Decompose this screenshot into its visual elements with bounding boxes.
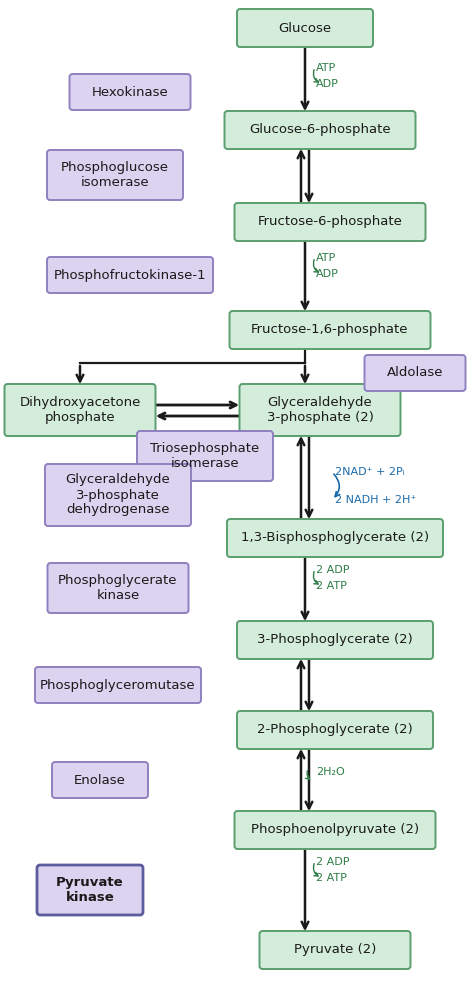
FancyBboxPatch shape	[37, 865, 143, 915]
Text: Phosphoenolpyruvate (2): Phosphoenolpyruvate (2)	[251, 823, 419, 837]
Text: Pyruvate
kinase: Pyruvate kinase	[56, 876, 124, 904]
FancyBboxPatch shape	[225, 111, 416, 149]
FancyBboxPatch shape	[70, 74, 191, 110]
Text: Dihydroxyacetone
phosphate: Dihydroxyacetone phosphate	[19, 396, 141, 424]
Text: 3-Phosphoglycerate (2): 3-Phosphoglycerate (2)	[257, 633, 413, 646]
Text: 2 ATP: 2 ATP	[316, 873, 347, 883]
FancyBboxPatch shape	[227, 519, 443, 557]
Text: ATP: ATP	[316, 63, 336, 73]
FancyBboxPatch shape	[52, 762, 148, 798]
Text: Pyruvate (2): Pyruvate (2)	[294, 943, 376, 956]
Text: 2 ATP: 2 ATP	[316, 581, 347, 591]
FancyBboxPatch shape	[239, 384, 401, 436]
Text: 2 NADH + 2H⁺: 2 NADH + 2H⁺	[335, 495, 416, 505]
FancyBboxPatch shape	[35, 667, 201, 703]
Text: 2NAD⁺ + 2Pᵢ: 2NAD⁺ + 2Pᵢ	[335, 467, 405, 477]
Text: Glucose-6-phosphate: Glucose-6-phosphate	[249, 123, 391, 136]
FancyBboxPatch shape	[229, 311, 430, 349]
FancyBboxPatch shape	[259, 931, 410, 969]
Text: Phosphoglyceromutase: Phosphoglyceromutase	[40, 679, 196, 692]
Text: Glyceraldehyde
3-phosphate (2): Glyceraldehyde 3-phosphate (2)	[266, 396, 374, 424]
FancyBboxPatch shape	[365, 355, 465, 391]
Text: Fructose-1,6-phosphate: Fructose-1,6-phosphate	[251, 323, 409, 337]
Text: Glucose: Glucose	[278, 22, 331, 35]
FancyBboxPatch shape	[45, 464, 191, 526]
Text: Phosphoglucose
isomerase: Phosphoglucose isomerase	[61, 161, 169, 189]
FancyBboxPatch shape	[47, 150, 183, 200]
Text: Fructose-6-phosphate: Fructose-6-phosphate	[257, 216, 402, 229]
FancyBboxPatch shape	[137, 431, 273, 481]
Text: ADP: ADP	[316, 269, 339, 279]
FancyBboxPatch shape	[235, 811, 436, 849]
Text: 1,3-Bisphosphoglycerate (2): 1,3-Bisphosphoglycerate (2)	[241, 532, 429, 545]
Text: Phosphofructokinase-1: Phosphofructokinase-1	[54, 268, 206, 281]
Text: Triosephosphate
isomerase: Triosephosphate isomerase	[150, 442, 260, 470]
FancyBboxPatch shape	[4, 384, 155, 436]
FancyBboxPatch shape	[47, 563, 189, 613]
FancyBboxPatch shape	[237, 621, 433, 659]
Text: Enolase: Enolase	[74, 773, 126, 786]
Text: 2H₂O: 2H₂O	[316, 767, 345, 777]
Text: Phosphoglycerate
kinase: Phosphoglycerate kinase	[58, 574, 178, 602]
Text: Hexokinase: Hexokinase	[91, 85, 168, 98]
FancyBboxPatch shape	[47, 257, 213, 293]
Text: ATP: ATP	[316, 253, 336, 263]
Text: Glyceraldehyde
3-phosphate
dehydrogenase: Glyceraldehyde 3-phosphate dehydrogenase	[65, 473, 170, 517]
Text: ADP: ADP	[316, 79, 339, 89]
Text: 2 ADP: 2 ADP	[316, 565, 349, 575]
Text: 2 ADP: 2 ADP	[316, 857, 349, 867]
Text: 2-Phosphoglycerate (2): 2-Phosphoglycerate (2)	[257, 724, 413, 737]
FancyBboxPatch shape	[237, 711, 433, 749]
FancyBboxPatch shape	[235, 203, 426, 241]
Text: Aldolase: Aldolase	[387, 367, 443, 380]
FancyBboxPatch shape	[237, 9, 373, 47]
